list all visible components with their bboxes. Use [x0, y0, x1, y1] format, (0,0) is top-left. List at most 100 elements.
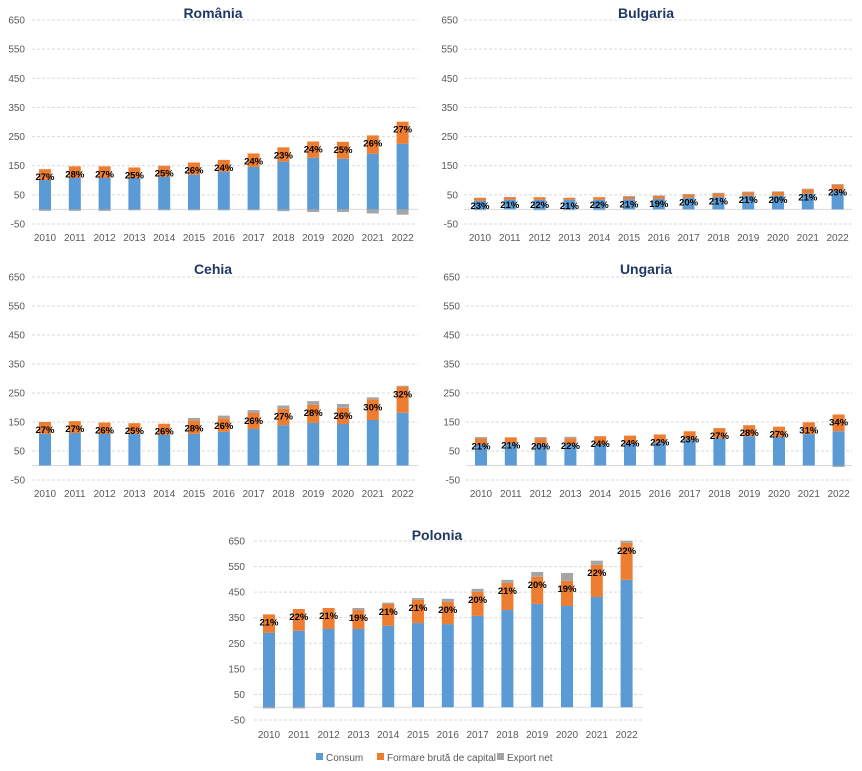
- bar-capital: [39, 422, 51, 434]
- x-tick-label: 2016: [213, 233, 236, 244]
- bar-consum: [158, 434, 171, 466]
- bar-consum: [337, 158, 349, 210]
- data-label: 26%: [333, 411, 353, 422]
- x-tick-label: 2013: [123, 489, 146, 500]
- data-label: 23%: [470, 201, 490, 212]
- bar-capital: [653, 434, 666, 443]
- bar-consum: [471, 615, 484, 708]
- data-label: 28%: [304, 408, 324, 419]
- x-tick-label: 2015: [183, 489, 206, 500]
- x-tick-label: 2021: [798, 489, 821, 500]
- x-tick-label: 2010: [469, 233, 492, 244]
- chart-title: Polonia: [412, 527, 463, 543]
- bar-export: [563, 209, 576, 211]
- chart-title: România: [183, 5, 242, 21]
- bar-capital: [441, 601, 454, 625]
- x-tick-label: 2022: [615, 730, 638, 741]
- x-tick-label: 2019: [737, 233, 760, 244]
- bar-consum: [292, 630, 305, 708]
- bar-consum: [593, 199, 606, 210]
- bar-consum: [474, 200, 486, 210]
- bar-consum: [501, 610, 514, 708]
- x-tick-label: 2010: [34, 489, 57, 500]
- bar-capital: [128, 423, 141, 434]
- data-label: 21%: [560, 201, 580, 212]
- data-label: 24%: [620, 439, 640, 450]
- data-label: 31%: [799, 425, 819, 436]
- bar-capital: [561, 580, 573, 606]
- data-label: 21%: [798, 192, 818, 203]
- legend-swatch-consum: [316, 753, 323, 760]
- legend-label-capital: Formare brută de capital: [387, 753, 496, 764]
- legend-label-consum: Consum: [326, 753, 363, 764]
- bar-export: [623, 196, 635, 197]
- y-tick-label: 150: [443, 418, 460, 429]
- x-tick-label: 2014: [153, 233, 176, 244]
- bar-capital: [593, 197, 606, 200]
- bar-consum: [217, 171, 230, 210]
- bar-consum: [68, 177, 81, 210]
- x-tick-label: 2022: [391, 489, 414, 500]
- y-tick-label: 50: [234, 690, 246, 701]
- y-tick-label: -50: [11, 220, 26, 231]
- chart-bulgaria: 650 550 450 350 250 150 50 -50 Bulgaria 23% 2010 21…: [441, 5, 852, 244]
- data-label: 22%: [587, 568, 607, 579]
- data-label: 20%: [679, 198, 699, 209]
- data-label: 30%: [363, 402, 383, 413]
- bar-capital: [292, 609, 305, 631]
- data-label: 21%: [471, 442, 491, 453]
- bar-export: [39, 209, 51, 211]
- data-label: 28%: [65, 169, 85, 180]
- data-label: 19%: [557, 584, 577, 595]
- bar-export: [620, 540, 633, 543]
- x-tick-label: 2015: [619, 489, 642, 500]
- data-label: 23%: [274, 150, 294, 161]
- bar-export: [561, 572, 573, 581]
- bar-capital: [217, 159, 230, 172]
- bar-export: [831, 184, 844, 185]
- data-label: 22%: [289, 612, 309, 623]
- x-tick-label: 2015: [183, 233, 206, 244]
- bar-consum: [713, 438, 726, 466]
- x-tick-label: 2019: [526, 730, 549, 741]
- bar-consum: [831, 190, 844, 210]
- chart-polonia: 650 550 450 350 250 150 50 -50 Polonia 21% 2010 22%…: [228, 527, 643, 741]
- bar-export: [471, 588, 484, 592]
- bar-export: [366, 397, 379, 400]
- bar-export: [531, 571, 544, 577]
- bar-consum: [39, 433, 51, 466]
- bar-export: [534, 437, 547, 439]
- x-tick-label: 2019: [738, 489, 761, 500]
- bar-capital: [188, 420, 200, 434]
- bar-export: [501, 579, 514, 583]
- data-label: 24%: [244, 156, 264, 167]
- bar-export: [247, 410, 260, 414]
- y-tick-label: -50: [11, 476, 26, 487]
- legend: Consum Formare brută de capital Export n…: [316, 753, 553, 764]
- x-tick-label: 2019: [302, 233, 325, 244]
- x-tick-label: 2017: [242, 489, 265, 500]
- data-label: 21%: [709, 196, 729, 207]
- bar-export: [158, 209, 171, 211]
- x-tick-label: 2015: [407, 730, 430, 741]
- y-tick-label: 550: [8, 302, 25, 313]
- bar-consum: [801, 193, 814, 210]
- bar-export: [128, 209, 141, 211]
- x-tick-label: 2013: [559, 489, 582, 500]
- data-label: 25%: [333, 145, 353, 156]
- bar-capital: [501, 582, 514, 611]
- legend-label-export: Export net: [507, 753, 553, 764]
- bar-export: [366, 209, 379, 214]
- data-label: 25%: [125, 426, 145, 437]
- bar-consum: [412, 623, 424, 708]
- x-tick-label: 2022: [827, 489, 850, 500]
- bar-consum: [277, 161, 290, 210]
- bar-capital: [773, 426, 785, 438]
- bar-consum: [590, 597, 603, 708]
- bar-capital: [623, 196, 635, 200]
- bar-export: [474, 209, 486, 211]
- x-tick-label: 2011: [500, 489, 522, 500]
- bar-export: [396, 209, 409, 215]
- bar-export: [593, 209, 606, 211]
